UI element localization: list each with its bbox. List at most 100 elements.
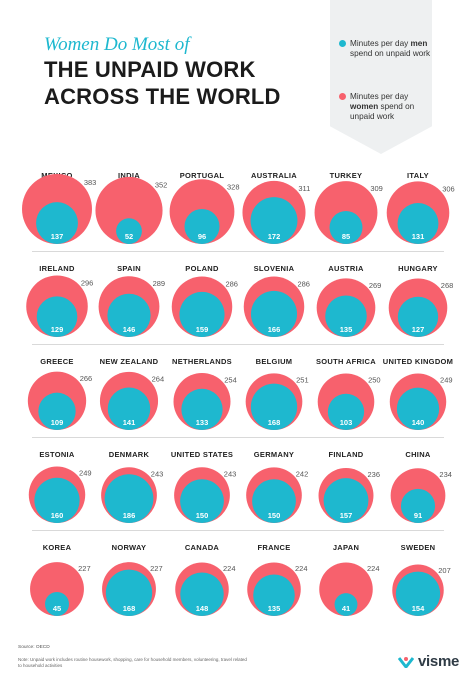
country-label: CANADA	[185, 543, 220, 552]
women-value-label: 286	[297, 279, 310, 288]
country-label: ESTONIA	[39, 450, 75, 459]
men-bubble	[180, 479, 224, 523]
legend-women-text-1: Minutes per day	[350, 92, 409, 101]
country-label: BELGIUM	[256, 357, 293, 366]
men-value-label: 131	[412, 232, 425, 241]
men-bubble	[181, 388, 223, 430]
legend-men-bold: men	[410, 39, 428, 48]
men-bubble	[107, 293, 151, 337]
women-value-label: 243	[151, 469, 164, 478]
visme-logo-icon	[398, 656, 414, 668]
men-value-label: 159	[196, 325, 209, 334]
country-label: SPAIN	[117, 264, 141, 273]
row-divider	[32, 437, 444, 438]
men-bubble	[329, 211, 363, 244]
visme-logo: visme	[398, 653, 459, 670]
row-divider	[32, 251, 444, 252]
women-value-label: 224	[367, 564, 380, 573]
men-bubble	[36, 202, 78, 244]
men-value-label: 186	[123, 511, 136, 520]
legend-women-text-2: spend on unpaid work	[350, 102, 415, 121]
visme-logo-word: visme	[418, 653, 460, 670]
men-bubble	[397, 296, 439, 338]
country-label: DENMARK	[109, 450, 150, 459]
women-value-label: 224	[223, 564, 236, 573]
women-value-label: 383	[84, 178, 97, 187]
men-value-label: 157	[340, 511, 353, 520]
men-bubble	[38, 392, 76, 430]
women-value-label: 311	[298, 184, 310, 193]
women-value-label: 254	[224, 375, 237, 384]
men-value-label: 168	[268, 418, 281, 427]
men-value-label: 52	[125, 232, 133, 241]
women-bubble	[95, 176, 163, 244]
men-value-label: 146	[123, 325, 136, 334]
country-label: CHINA	[405, 450, 431, 459]
legend-men-text-2: spend on unpaid work	[350, 49, 431, 58]
women-value-label: 269	[369, 281, 382, 290]
country-label: UNITED STATES	[171, 450, 233, 459]
women-value-label: 249	[79, 469, 92, 478]
men-bubble	[396, 387, 440, 430]
country-label: SWEDEN	[401, 543, 436, 552]
country-label: GREECE	[40, 357, 73, 366]
men-bubble	[34, 477, 80, 523]
men-value-label: 168	[123, 604, 136, 613]
men-value-label: 160	[51, 511, 64, 520]
men-bubble	[250, 197, 298, 244]
women-value-label: 268	[441, 281, 454, 290]
men-value-label: 85	[342, 232, 350, 241]
men-value-label: 91	[414, 511, 422, 520]
men-value-label: 135	[340, 325, 353, 334]
men-bubble	[253, 574, 295, 616]
men-bubble	[334, 593, 358, 616]
women-value-label: 227	[78, 564, 91, 573]
country-label: GERMANY	[254, 450, 294, 459]
women-value-label: 289	[153, 279, 166, 288]
men-bubble	[45, 592, 69, 616]
title-line-2: ACROSS THE WORLD	[44, 84, 281, 109]
legend: Minutes per day men spend on unpaid work…	[330, 0, 432, 154]
men-value-label: 150	[268, 511, 281, 520]
women-value-label: 249	[440, 376, 453, 385]
women-value-label: 286	[225, 279, 238, 288]
row-divider	[32, 344, 444, 345]
note-text: Note: Unpaid work includes routine house…	[18, 657, 247, 668]
legend-men-dot	[339, 40, 346, 47]
men-bubble	[179, 291, 225, 337]
men-bubble	[184, 208, 220, 244]
women-value-label: 352	[155, 181, 168, 190]
men-value-label: 135	[268, 604, 281, 613]
men-value-label: 148	[196, 604, 209, 613]
page-title: THE UNPAID WORK ACROSS THE WORLD	[44, 56, 281, 110]
legend-men-text-1: Minutes per day	[350, 39, 411, 48]
men-value-label: 172	[268, 232, 281, 241]
men-value-label: 141	[123, 418, 136, 427]
men-value-label: 127	[412, 325, 425, 334]
women-value-label: 328	[227, 183, 240, 192]
men-value-label: 133	[196, 418, 209, 427]
women-bubble	[319, 562, 373, 617]
country-label: POLAND	[185, 264, 219, 273]
women-value-label: 264	[152, 374, 165, 383]
men-bubble	[180, 572, 224, 616]
men-value-label: 166	[268, 325, 281, 334]
legend-women-dot	[339, 93, 346, 100]
men-bubble	[327, 393, 365, 430]
country-label: ITALY	[407, 171, 429, 180]
men-bubble	[397, 203, 439, 244]
country-label: INDIA	[118, 171, 140, 180]
women-value-label: 207	[438, 566, 451, 575]
women-value-label: 250	[368, 376, 381, 385]
men-bubble	[323, 478, 369, 523]
women-value-label: 227	[150, 564, 163, 573]
men-bubble	[252, 479, 296, 523]
women-value-label: 266	[80, 374, 93, 383]
country-label: JAPAN	[333, 543, 359, 552]
men-value-label: 45	[53, 604, 61, 613]
men-value-label: 103	[340, 418, 353, 427]
men-bubble	[36, 296, 78, 337]
women-value-label: 242	[296, 469, 309, 478]
men-value-label: 140	[412, 418, 425, 427]
